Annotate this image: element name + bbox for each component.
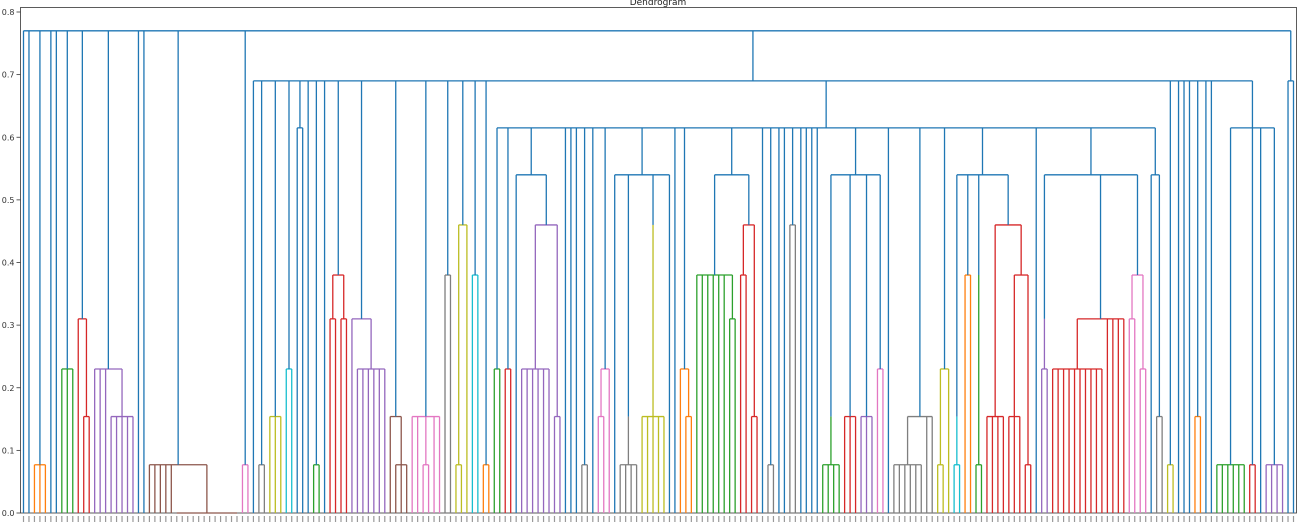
- y-tick-label: 0.7: [2, 71, 15, 80]
- cluster-link: [332, 274, 345, 319]
- cluster-link: [1287, 80, 1295, 513]
- cluster-link: [395, 464, 408, 513]
- cluster-link: [520, 368, 550, 513]
- y-tick-label: 0.8: [2, 8, 15, 17]
- cluster-link: [876, 368, 884, 513]
- cluster-link: [742, 224, 755, 417]
- cluster-link: [1139, 368, 1147, 513]
- cluster-link: [964, 274, 972, 513]
- cluster-link: [496, 127, 1156, 513]
- cluster-link: [411, 415, 441, 513]
- cluster-link: [1043, 174, 1139, 319]
- cluster-link: [33, 464, 47, 513]
- cluster-link: [597, 415, 605, 513]
- cluster-link: [830, 174, 881, 417]
- cluster-link: [504, 368, 512, 513]
- cluster-link: [1155, 415, 1163, 513]
- cluster-link: [493, 368, 501, 513]
- y-tick-label: 0.0: [2, 509, 15, 518]
- cluster-link: [822, 464, 840, 513]
- y-tick-label: 0.5: [2, 196, 15, 205]
- cluster-link: [696, 274, 734, 513]
- cluster-link: [1249, 464, 1256, 513]
- cluster-link: [739, 274, 747, 513]
- cluster-link: [1265, 464, 1284, 513]
- cluster-link: [619, 464, 638, 513]
- cluster-link: [110, 415, 134, 513]
- cluster-link: [241, 464, 249, 513]
- cluster-link: [296, 127, 304, 513]
- y-axis: 0.0 0.1 0.2 0.3 0.4 0.5 0.6 0.7 0.8: [2, 8, 21, 518]
- cluster-link: [614, 174, 671, 513]
- cluster-link: [1150, 174, 1161, 513]
- cluster-link: [444, 274, 452, 513]
- cluster-link: [471, 274, 479, 513]
- y-tick-label: 0.3: [2, 321, 15, 330]
- y-tick-label: 0.6: [2, 133, 15, 142]
- cluster-link: [458, 224, 468, 513]
- cluster-link: [600, 368, 610, 513]
- cluster-link: [285, 368, 293, 513]
- cluster-link: [22, 30, 1292, 513]
- cluster-link: [679, 368, 690, 513]
- cluster-link: [1051, 368, 1103, 513]
- cluster-link: [1128, 318, 1136, 513]
- cluster-link: [1008, 415, 1021, 513]
- cluster-link: [750, 415, 758, 513]
- cluster-link: [340, 318, 348, 513]
- cluster-link: [860, 415, 873, 513]
- cluster-link: [1041, 368, 1048, 513]
- cluster-link: [986, 415, 1005, 513]
- cluster-link: [252, 80, 1254, 513]
- cluster-link: [581, 464, 588, 513]
- cluster-link: [1194, 415, 1202, 513]
- y-tick-label: 0.4: [2, 259, 15, 268]
- cluster-link: [148, 464, 208, 513]
- cluster-link: [789, 224, 797, 513]
- cluster-link: [994, 224, 1022, 369]
- cluster-link: [975, 464, 983, 513]
- cluster-link: [61, 368, 74, 513]
- cluster-link: [1229, 127, 1275, 513]
- dendrogram-links: [22, 30, 1295, 514]
- cluster-link: [455, 464, 463, 513]
- cluster-link: [356, 368, 386, 513]
- cluster-link: [767, 464, 775, 513]
- cluster-link: [1013, 274, 1029, 465]
- y-tick-label: 0.2: [2, 384, 15, 393]
- cluster-link: [1166, 464, 1174, 513]
- cluster-link: [729, 318, 736, 513]
- cluster-link: [937, 464, 944, 513]
- cluster-link: [1024, 464, 1032, 513]
- cluster-link: [329, 318, 337, 513]
- chart-title: Dendrogram: [630, 0, 687, 8]
- cluster-link: [685, 415, 692, 513]
- cluster-link: [312, 464, 320, 513]
- cluster-link: [422, 464, 430, 513]
- cluster-link: [83, 415, 90, 513]
- y-tick-label: 0.1: [2, 446, 15, 455]
- cluster-link: [843, 415, 857, 513]
- cluster-link: [641, 415, 665, 513]
- cluster-link: [258, 464, 266, 513]
- cluster-link: [482, 464, 490, 513]
- cluster-link: [94, 368, 123, 513]
- cluster-link: [1076, 318, 1125, 513]
- cluster-link: [939, 368, 950, 513]
- cluster-link: [553, 415, 561, 513]
- cluster-link: [953, 464, 961, 513]
- cluster-link: [269, 415, 282, 513]
- cluster-link: [893, 464, 922, 513]
- cluster-link: [1216, 464, 1245, 513]
- cluster-link: [1131, 274, 1144, 369]
- leaf-labels: [22, 516, 1295, 522]
